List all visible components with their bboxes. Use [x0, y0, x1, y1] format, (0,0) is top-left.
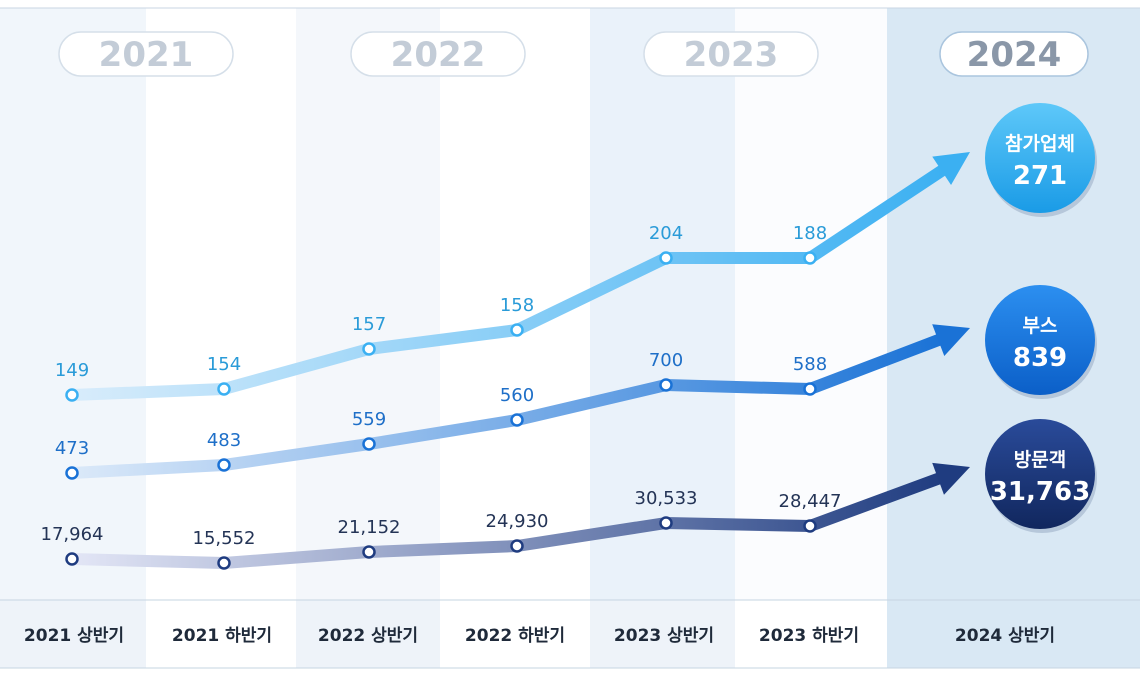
data-label: 188 [793, 223, 827, 244]
bubble-circle [985, 419, 1095, 529]
year-label: 2023 [684, 35, 779, 75]
series-arrowhead [932, 324, 970, 356]
bubble-circle [985, 103, 1095, 213]
column-bg [296, 8, 440, 600]
data-label: 28,447 [779, 491, 842, 512]
data-point [803, 382, 817, 396]
series-final-value: 271 [1013, 161, 1067, 191]
category-label: 2021 하반기 [172, 626, 272, 646]
year-label: 2021 [99, 35, 194, 75]
series-bubble: 참가업체 271 [985, 103, 1097, 217]
category-cell [590, 600, 735, 668]
year-pill-shape [643, 31, 819, 77]
data-label: 483 [207, 430, 241, 451]
series-final-value: 31,763 [990, 477, 1090, 507]
column-bg [146, 8, 296, 600]
data-label: 15,552 [193, 528, 256, 549]
data-labels: 149 154 157 158 204 188 473 483 559 560 700 588 17,9… [41, 223, 842, 549]
year-pills: 2021 2022 2023 2024 [58, 31, 1089, 77]
data-point [65, 466, 79, 480]
data-point [362, 545, 376, 559]
data-label: 157 [352, 314, 386, 335]
category-cell [440, 600, 590, 668]
category-label: 2021 상반기 [24, 626, 124, 646]
data-label: 149 [55, 360, 89, 381]
category-cell [735, 600, 887, 668]
year-pill: 2022 [350, 31, 526, 77]
category-cell [0, 600, 146, 668]
year-pill-shape [58, 31, 234, 77]
data-point [510, 323, 524, 337]
year-label: 2024 [967, 35, 1062, 75]
data-point [659, 251, 673, 265]
data-label: 700 [649, 350, 683, 371]
series-name: 부스 [1023, 315, 1058, 337]
category-axis: 2021 상반기 2021 하반기 2022 상반기 2022 하반기 2023 상반기… [0, 599, 1140, 669]
series-arrowhead [932, 152, 970, 185]
data-label: 30,533 [635, 488, 698, 509]
category-cell [146, 600, 296, 668]
series-final-value: 839 [1013, 343, 1067, 373]
data-point [217, 556, 231, 570]
data-point [659, 378, 673, 392]
data-point [803, 251, 817, 265]
column-bg [590, 8, 735, 600]
year-pill-shape [939, 31, 1089, 77]
year-pill: 2021 [58, 31, 234, 77]
data-label: 588 [793, 354, 827, 375]
data-point [65, 552, 79, 566]
data-point [362, 437, 376, 451]
series-bubbles: 참가업체 271 부스 839 방문객 31,763 [985, 103, 1097, 533]
data-label: 17,964 [41, 524, 104, 545]
data-point [362, 342, 376, 356]
category-label: 2022 상반기 [318, 626, 418, 646]
data-point [659, 516, 673, 530]
data-point [510, 413, 524, 427]
data-point [217, 458, 231, 472]
category-label: 2023 하반기 [759, 626, 859, 646]
data-label: 158 [500, 295, 534, 316]
category-label: 2022 하반기 [465, 626, 565, 646]
year-pill: 2023 [643, 31, 819, 77]
column-backgrounds [0, 7, 1140, 600]
data-point [217, 382, 231, 396]
data-label: 24,930 [486, 511, 549, 532]
series-name: 방문객 [1014, 449, 1066, 471]
category-label: 2023 상반기 [614, 626, 714, 646]
data-label: 154 [207, 354, 241, 375]
data-point [803, 519, 817, 533]
category-label: 2024 상반기 [955, 626, 1055, 646]
data-label: 559 [352, 409, 386, 430]
category-cell [296, 600, 440, 668]
year-pill-shape [350, 31, 526, 77]
series-bubble: 방문객 31,763 [985, 419, 1097, 533]
data-label: 204 [649, 223, 683, 244]
year-pill: 2024 [939, 31, 1089, 77]
data-points [65, 251, 817, 570]
category-cell [887, 600, 1140, 668]
data-point [510, 539, 524, 553]
bubble-circle [985, 285, 1095, 395]
series-arrowhead [932, 462, 970, 495]
data-label: 21,152 [338, 517, 401, 538]
data-point [65, 388, 79, 402]
data-label: 473 [55, 438, 89, 459]
column-bg [0, 8, 146, 600]
data-label: 560 [500, 385, 534, 406]
series-bubble: 부스 839 [985, 285, 1097, 399]
year-label: 2022 [391, 35, 486, 75]
series-name: 참가업체 [1005, 133, 1075, 155]
